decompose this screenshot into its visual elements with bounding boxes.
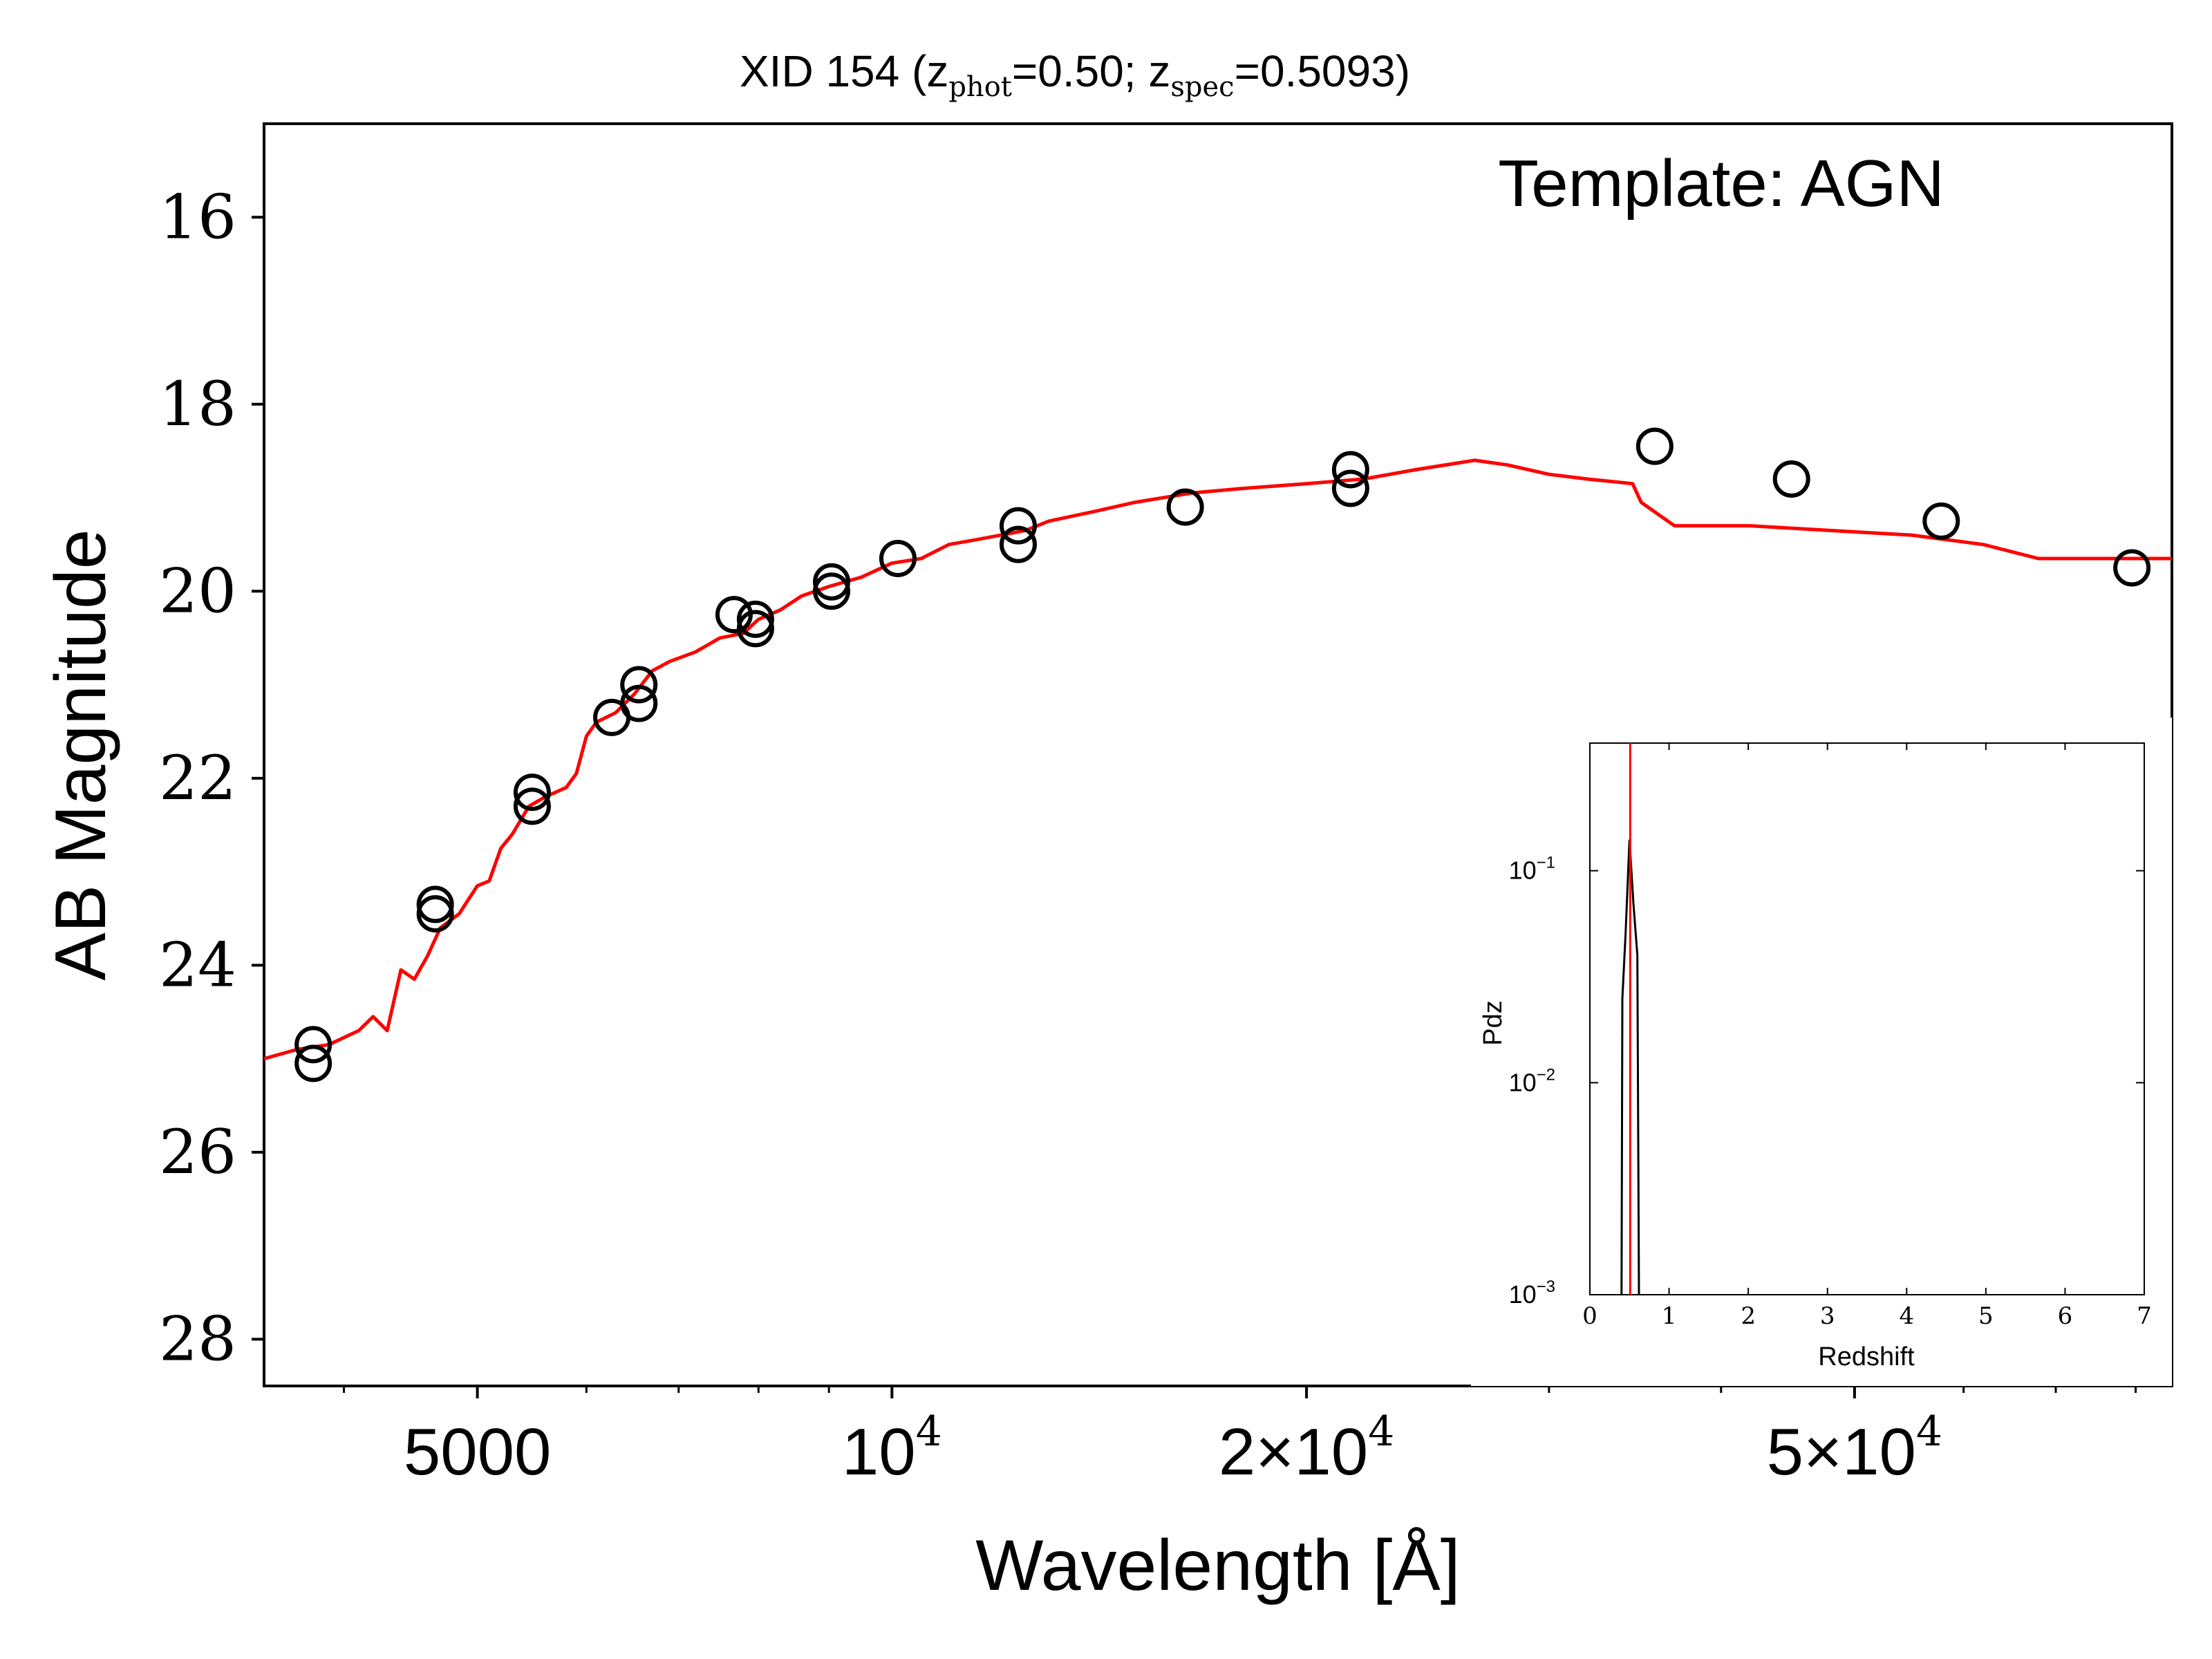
title-mid: =0.50; z [1012,46,1171,96]
y-tick-label: 28 [159,1303,236,1374]
template-sed-line [263,458,2172,1061]
title-sub-phot: phot [948,71,1012,103]
photometry-point [1635,427,1674,465]
inset-x-tick-label: 7 [2137,1302,2152,1330]
photometry-point [736,610,774,648]
y-tick-label: 26 [159,1116,236,1188]
title-prefix: XID 154 (z [740,46,948,96]
photometry-point [1331,451,1369,489]
template-annotation: Template: AGN [1498,147,1944,221]
photometry-point [620,684,658,722]
photometry-point [294,1026,332,1064]
x-tick-label: 2×104 [1219,1407,1394,1489]
inset-y-tick-label: 10−2 [1509,1065,1555,1096]
photometry-point [999,507,1037,545]
y-axis-label: AB Magnitude [41,529,121,980]
inset-y-tick-label: 10−3 [1509,1277,1555,1309]
photometry-point [416,894,454,932]
inset-x-tick-label: 0 [1582,1302,1597,1330]
photometry-point [620,666,658,704]
inset-x-tick-label: 2 [1741,1302,1756,1330]
photometry-point [813,563,851,601]
title-sub-spec: spec [1170,71,1234,103]
inset-y-tick-label: 10−1 [1509,854,1555,885]
inset-data-layer [1620,743,1640,1295]
y-tick-label: 22 [159,742,236,814]
main-data-layer [263,427,2172,1082]
photometry-point [736,600,774,638]
inset-x-tick-label: 4 [1899,1302,1914,1330]
photometry-point [513,774,551,812]
inset-axis-ticks: 0 1 2 3 4 5 6 7 10−1 10−2 10−3 [1509,743,2152,1330]
title-suffix: =0.5093) [1235,46,1410,96]
photometry-point [879,539,917,577]
inset-y-label: Pdz [1479,1000,1508,1045]
photometry-point [1166,488,1204,526]
photometry-point [1922,502,1960,540]
photometry-point [416,885,454,924]
inset-x-tick-label: 5 [1978,1302,1994,1330]
photometry-point [1772,460,1810,498]
inset-background [1471,718,2172,1386]
x-tick-label: 5×104 [1767,1407,1942,1489]
photometry-point [294,1044,332,1082]
photometry-point [813,572,851,610]
x-axis-label: Wavelength [Å] [975,1526,1460,1606]
y-tick-label: 18 [159,368,236,440]
inset-frame [1589,742,2145,1295]
x-tick-label: 5000 [404,1415,552,1489]
photometry-point [2113,549,2151,587]
y-tick-label: 16 [159,181,236,252]
photometry-point [513,787,551,825]
inset-x-tick-label: 6 [2058,1302,2073,1330]
photometry-point [999,525,1037,563]
inset-x-label: Redshift [1818,1342,1915,1371]
y-tick-label: 20 [159,555,236,626]
main-title: XID 154 (zphot=0.50; zspec=0.5093) [740,46,1410,103]
inset-x-tick-label: 3 [1820,1302,1835,1330]
inset-pdz-plot: 0 1 2 3 4 5 6 7 10−1 10−2 10−3 Redshift Pdz [1471,718,2172,1386]
y-tick-label: 24 [159,929,236,1000]
photometry-point [1331,469,1369,507]
x-tick-label: 104 [842,1407,942,1489]
inset-x-tick-label: 1 [1662,1302,1677,1330]
